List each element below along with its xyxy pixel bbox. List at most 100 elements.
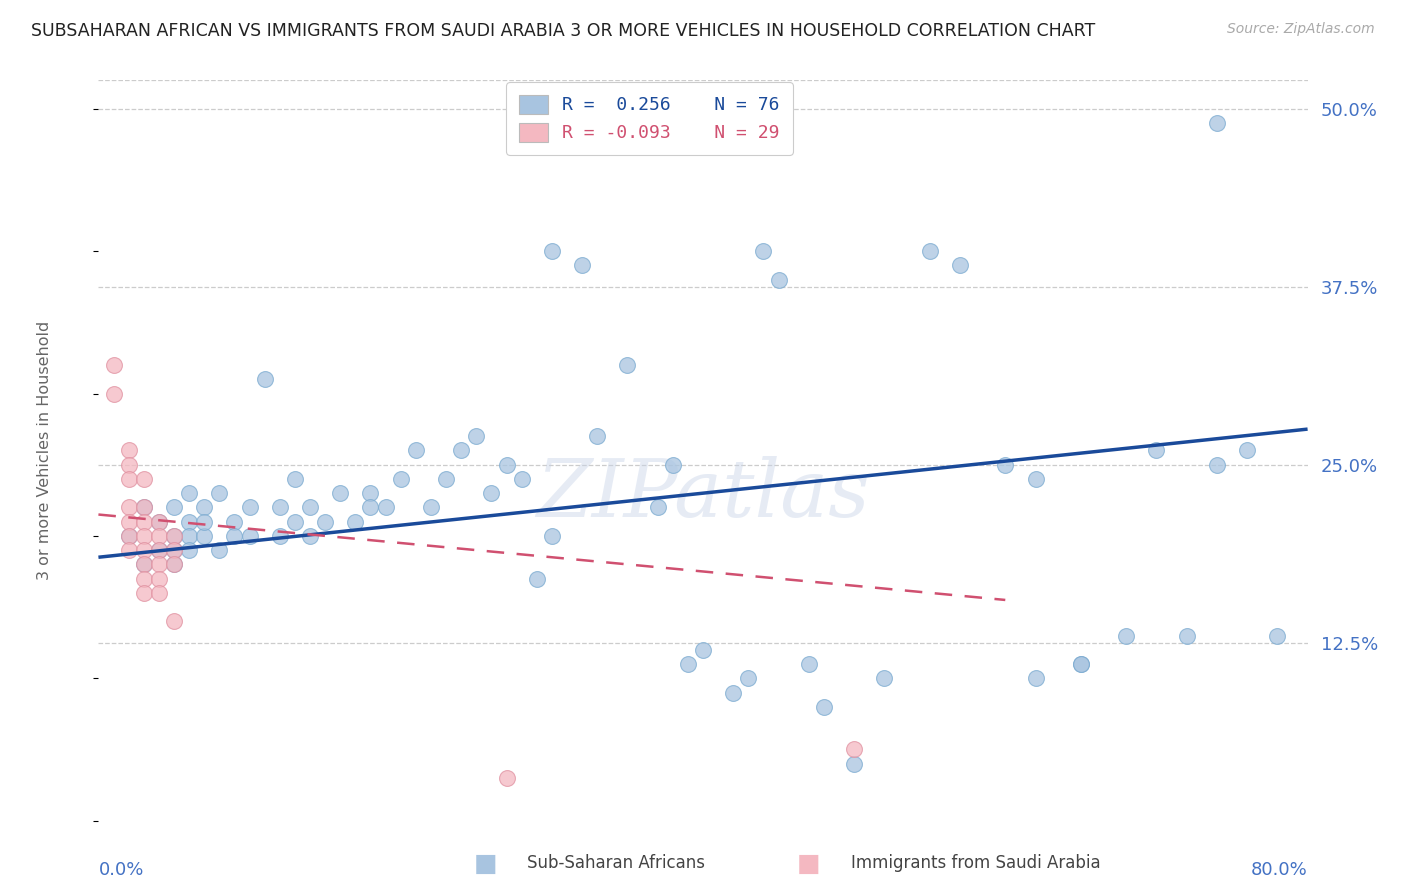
Point <box>510 472 533 486</box>
Point <box>737 671 759 685</box>
Point <box>179 486 201 500</box>
Point <box>132 586 155 600</box>
Point <box>208 543 231 558</box>
Point <box>118 458 141 472</box>
Point <box>1236 443 1258 458</box>
Point <box>163 615 186 629</box>
Point <box>540 244 562 259</box>
Text: 3 or more Vehicles in Household: 3 or more Vehicles in Household <box>37 321 52 580</box>
Point <box>314 515 336 529</box>
Text: ■: ■ <box>797 852 820 875</box>
Point <box>284 515 307 529</box>
Point <box>647 500 669 515</box>
Point <box>1267 628 1289 642</box>
Point <box>450 443 472 458</box>
Point <box>132 572 155 586</box>
Point <box>495 771 517 785</box>
Point <box>389 472 412 486</box>
Point <box>132 500 155 515</box>
Text: Source: ZipAtlas.com: Source: ZipAtlas.com <box>1227 22 1375 37</box>
Point <box>586 429 609 443</box>
Point <box>148 515 170 529</box>
Point <box>148 529 170 543</box>
Point <box>768 272 790 286</box>
Point <box>813 699 835 714</box>
Point <box>269 500 291 515</box>
Point <box>253 372 276 386</box>
Point <box>752 244 775 259</box>
Point <box>163 543 186 558</box>
Point <box>344 515 367 529</box>
Point <box>661 458 683 472</box>
Point <box>1115 628 1137 642</box>
Point <box>616 358 638 372</box>
Point <box>329 486 352 500</box>
Point <box>1144 443 1167 458</box>
Point <box>918 244 941 259</box>
Point <box>571 259 593 273</box>
Point <box>1206 116 1229 130</box>
Point <box>179 515 201 529</box>
Point <box>163 558 186 572</box>
Point <box>163 500 186 515</box>
Point <box>148 558 170 572</box>
Point <box>269 529 291 543</box>
Point <box>994 458 1017 472</box>
Point <box>420 500 443 515</box>
Point <box>132 472 155 486</box>
Text: 80.0%: 80.0% <box>1251 862 1308 880</box>
Point <box>405 443 427 458</box>
Point <box>132 515 155 529</box>
Point <box>118 543 141 558</box>
Point <box>118 443 141 458</box>
Point <box>132 558 155 572</box>
Text: 0.0%: 0.0% <box>98 862 143 880</box>
Text: SUBSAHARAN AFRICAN VS IMMIGRANTS FROM SAUDI ARABIA 3 OR MORE VEHICLES IN HOUSEHO: SUBSAHARAN AFRICAN VS IMMIGRANTS FROM SA… <box>31 22 1095 40</box>
Point <box>148 543 170 558</box>
Point <box>360 500 382 515</box>
Point <box>495 458 517 472</box>
Point <box>873 671 896 685</box>
Point <box>193 529 215 543</box>
Point <box>284 472 307 486</box>
Text: Sub-Saharan Africans: Sub-Saharan Africans <box>527 855 706 872</box>
Point <box>1024 472 1046 486</box>
Point <box>163 558 186 572</box>
Point <box>163 529 186 543</box>
Point <box>481 486 503 500</box>
Point <box>103 358 125 372</box>
Point <box>118 515 141 529</box>
Point <box>132 543 155 558</box>
Text: ■: ■ <box>474 852 496 875</box>
Point <box>844 756 866 771</box>
Point <box>676 657 699 671</box>
Point <box>797 657 820 671</box>
Point <box>224 515 246 529</box>
Point <box>1070 657 1092 671</box>
Point <box>949 259 972 273</box>
Point <box>179 543 201 558</box>
Point <box>193 515 215 529</box>
Point <box>1175 628 1198 642</box>
Point <box>132 558 155 572</box>
Point <box>692 642 714 657</box>
Point <box>239 500 262 515</box>
Point <box>132 500 155 515</box>
Point <box>1070 657 1092 671</box>
Point <box>208 486 231 500</box>
Point <box>193 500 215 515</box>
Point <box>148 586 170 600</box>
Point <box>434 472 457 486</box>
Point <box>163 529 186 543</box>
Point <box>465 429 488 443</box>
Point <box>179 529 201 543</box>
Legend: R =  0.256    N = 76, R = -0.093    N = 29: R = 0.256 N = 76, R = -0.093 N = 29 <box>506 82 793 155</box>
Point <box>374 500 396 515</box>
Point <box>526 572 548 586</box>
Point <box>299 500 322 515</box>
Point <box>723 685 745 699</box>
Point <box>1206 458 1229 472</box>
Point <box>118 529 141 543</box>
Point <box>224 529 246 543</box>
Text: ZIPatlas: ZIPatlas <box>536 456 870 533</box>
